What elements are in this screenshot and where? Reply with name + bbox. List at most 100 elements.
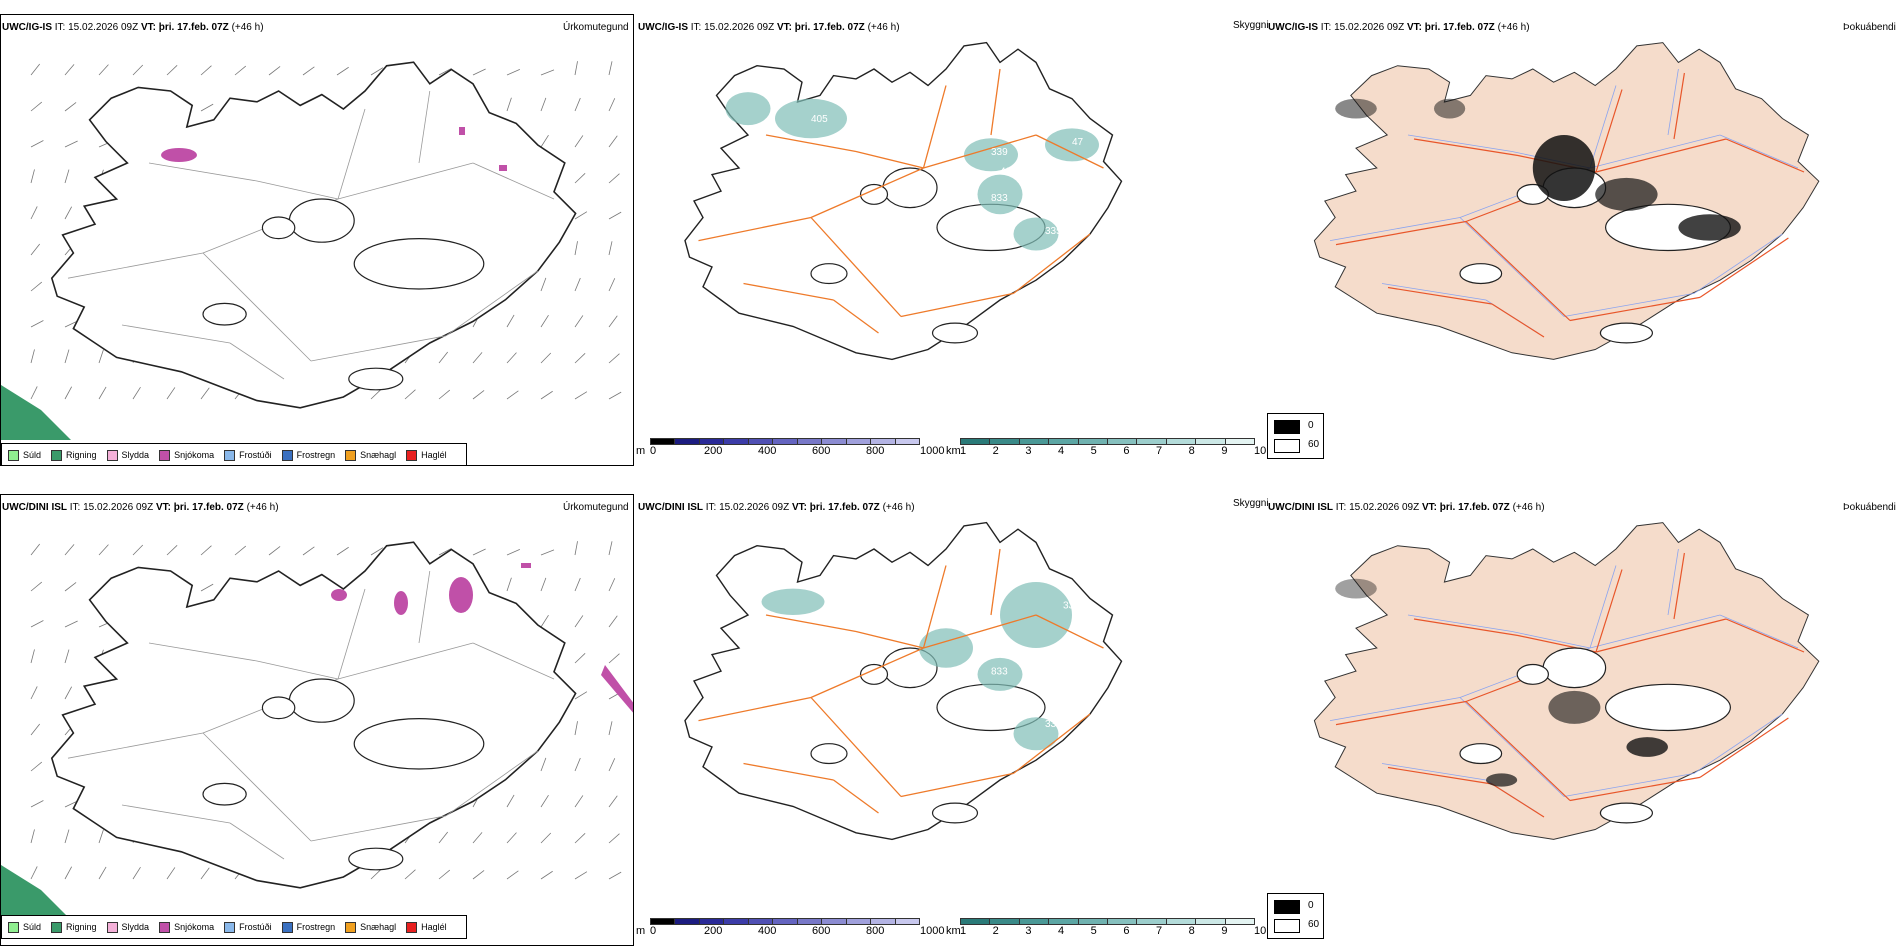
elevation-scale-swatch — [698, 438, 725, 445]
elevation-scale-swatch — [650, 438, 676, 445]
legend-swatch — [406, 449, 418, 461]
wind-barb — [540, 352, 552, 364]
legend-label: Súld — [23, 922, 42, 932]
road-line — [923, 134, 1037, 169]
elevation-scale-swatch — [796, 918, 823, 925]
road-line — [833, 299, 879, 334]
wind-barb — [64, 866, 73, 880]
road-line — [855, 150, 924, 169]
glacier-outline — [1599, 322, 1653, 344]
wind-barb — [608, 211, 622, 220]
road-line — [1725, 618, 1805, 653]
elevation-scale-colorbar — [650, 438, 936, 445]
fog-indicator-area — [1626, 737, 1668, 757]
road-line — [1035, 134, 1104, 169]
wind-barb — [438, 548, 452, 556]
snow-area — [601, 665, 633, 713]
glacier-outline — [261, 696, 296, 720]
wind-barb — [30, 761, 43, 772]
precip-legend-item: Súld — [8, 449, 41, 461]
legend-label: Snæhagl — [360, 450, 397, 460]
glacier-outline — [1599, 802, 1653, 824]
elevation-scale-colorbar — [650, 918, 936, 925]
wind-barb — [302, 546, 315, 556]
visibility-scale-tick-label: 9 — [1221, 925, 1228, 937]
wind-barb — [166, 65, 178, 76]
precip-legend-item: Frostregn — [281, 921, 335, 933]
wind-barb — [30, 723, 41, 736]
wind-barb — [98, 866, 107, 880]
glacier-outline — [859, 183, 889, 205]
fog-indicator-area — [1335, 98, 1377, 119]
visibility-value-label: 335 — [1045, 226, 1062, 237]
legend-swatch — [224, 449, 236, 461]
road-line — [1595, 138, 1727, 173]
road-line — [1381, 763, 1487, 781]
wind-barb — [574, 353, 586, 364]
precip-legend-item: Rigning — [51, 921, 97, 933]
legend-swatch — [8, 449, 19, 461]
road-line — [1387, 286, 1493, 305]
road-line — [833, 779, 879, 814]
road-line — [1413, 138, 1519, 157]
road-line — [1413, 618, 1519, 637]
visibility-scale-tick-label: 1 — [960, 925, 967, 937]
road-line — [922, 85, 947, 169]
precip-map-bottom — [1, 541, 633, 920]
elevation-scale-swatch — [772, 438, 798, 445]
legend-swatch — [281, 449, 293, 461]
road-line — [1465, 221, 1571, 321]
snow-area — [459, 127, 465, 135]
road-line — [202, 252, 312, 362]
fog-swatch-60 — [1274, 919, 1300, 933]
header-visibility-bottom: UWC/DINI ISL IT: 15.02.2026 09Z VT: þri.… — [638, 502, 915, 513]
precip-legend-item: Snjókoma — [159, 921, 214, 933]
glacier-outline — [931, 802, 979, 824]
elevation-scale-tick-label: 0 — [650, 925, 657, 937]
elevation-scale-ticks: m 0 200 400 600 800 1000 — [636, 445, 944, 459]
elevation-scale-tick-label: 400 — [758, 445, 777, 457]
wind-barb — [200, 867, 210, 880]
wind-barb — [64, 686, 73, 700]
precip-legend-item: Súld — [8, 921, 42, 933]
low-visibility-area — [1045, 128, 1099, 162]
wind-barb — [608, 758, 616, 772]
wind-barb — [30, 543, 41, 556]
glacier-outline — [1516, 663, 1549, 685]
elevation-scale-tick-label: 600 — [812, 925, 831, 937]
wind-barb — [506, 390, 519, 400]
road-line — [1407, 614, 1513, 632]
visibility-scale-swatch — [1018, 438, 1050, 445]
road-line — [1569, 296, 1701, 322]
road-line — [1693, 233, 1783, 294]
elevation-scale-swatch — [723, 438, 749, 445]
wind-barb — [30, 829, 35, 844]
visibility-panel-bottom: 833 335 33 — [636, 494, 1266, 946]
road-line — [1725, 138, 1805, 173]
road-line — [1589, 85, 1617, 169]
wind-barb — [166, 545, 178, 556]
glacier-outline — [1459, 263, 1503, 285]
legend-swatch — [159, 921, 171, 933]
header-fog-top: UWC/IG-IS IT: 15.02.2026 09Z VT: þri. 17… — [1268, 22, 1530, 33]
glacier-outline — [202, 302, 247, 326]
legend-label: Haglél — [421, 922, 447, 932]
wind-barb — [472, 68, 486, 76]
wind-barb — [64, 206, 73, 220]
precip-legend-bottom: Súld Rigning Slydda Snjókoma Frostúði Frostre… — [1, 915, 467, 939]
wind-barb — [200, 103, 214, 112]
precip-panel-bottom: Súld Rigning Slydda Snjókoma Frostúði Frostre… — [0, 494, 634, 946]
visibility-scale-swatch — [1224, 918, 1255, 925]
elevation-scale-ticks: m 0 200 400 600 800 1000 — [636, 925, 944, 939]
low-visibility-area — [1013, 217, 1059, 251]
snow-area — [499, 165, 507, 171]
glacier-outline — [810, 263, 848, 285]
elevation-scale-swatch — [674, 918, 700, 925]
wind-barb — [64, 544, 75, 556]
visibility-scale-tick-label: 3 — [1025, 925, 1032, 937]
elevation-scale-swatch — [747, 918, 774, 925]
visibility-scale-tick-label: 5 — [1090, 925, 1097, 937]
wind-barb — [574, 577, 581, 592]
visibility-scale-tick-label: 9 — [1221, 445, 1228, 457]
elevation-scale-tick-label: 200 — [704, 445, 723, 457]
